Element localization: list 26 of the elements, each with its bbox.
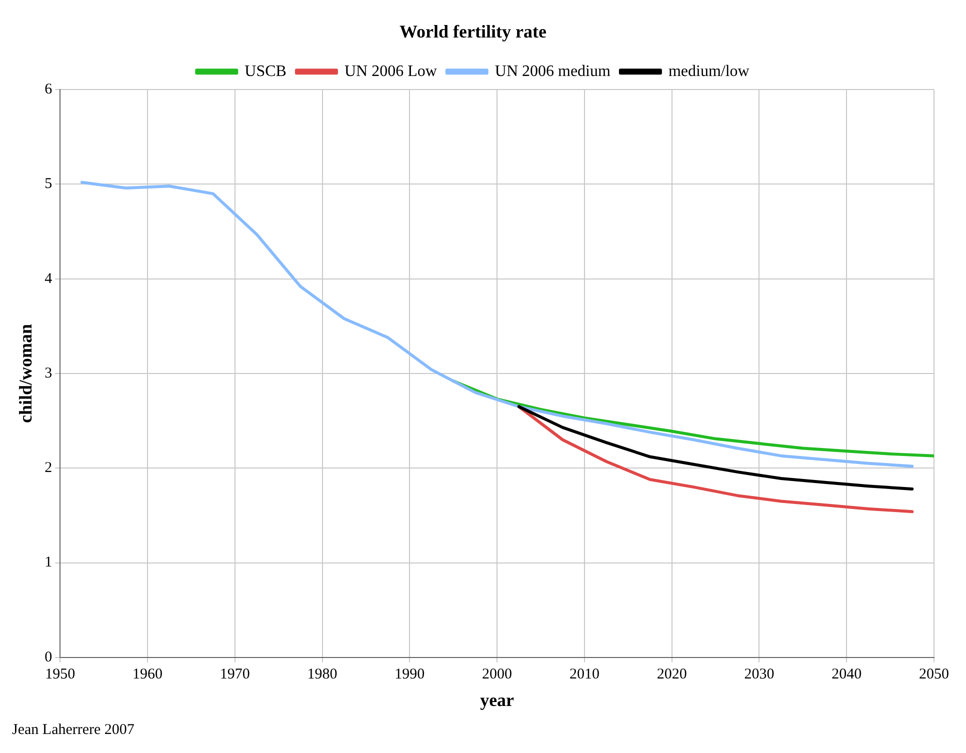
x-tick-label: 2000	[482, 666, 512, 682]
y-tick-label: 4	[44, 270, 53, 287]
x-tick-label: 2020	[656, 666, 687, 682]
y-tick-label: 3	[44, 365, 52, 382]
y-tick-label: 2	[44, 460, 52, 476]
x-tick-label: 2010	[569, 666, 600, 682]
x-tick-label: 1990	[394, 666, 425, 682]
x-tick-label: 1950	[45, 666, 76, 682]
x-tick-label: 2050	[919, 666, 949, 682]
x-tick-label: 2030	[744, 666, 774, 682]
x-axis-title: year	[480, 690, 514, 710]
legend-label: medium/low	[668, 62, 750, 80]
chart-title: World fertility rate	[400, 21, 546, 42]
legend-label: UN 2006 medium	[494, 62, 612, 80]
x-tick-label: 1960	[132, 666, 162, 682]
legend-label: USCB	[244, 62, 286, 80]
y-tick-label: 1	[44, 554, 52, 571]
y-tick-label: 0	[44, 649, 52, 666]
x-tick-label: 2040	[832, 666, 862, 682]
x-tick-label: 1970	[220, 666, 250, 682]
y-tick-label: 6	[44, 82, 53, 98]
legend-label: UN 2006 Low	[344, 62, 438, 80]
y-axis-title: child/woman	[15, 324, 36, 424]
y-tick-label: 5	[44, 176, 52, 192]
text: Jean Laherrere 2007	[12, 722, 136, 739]
x-tick-label: 1980	[307, 666, 338, 682]
